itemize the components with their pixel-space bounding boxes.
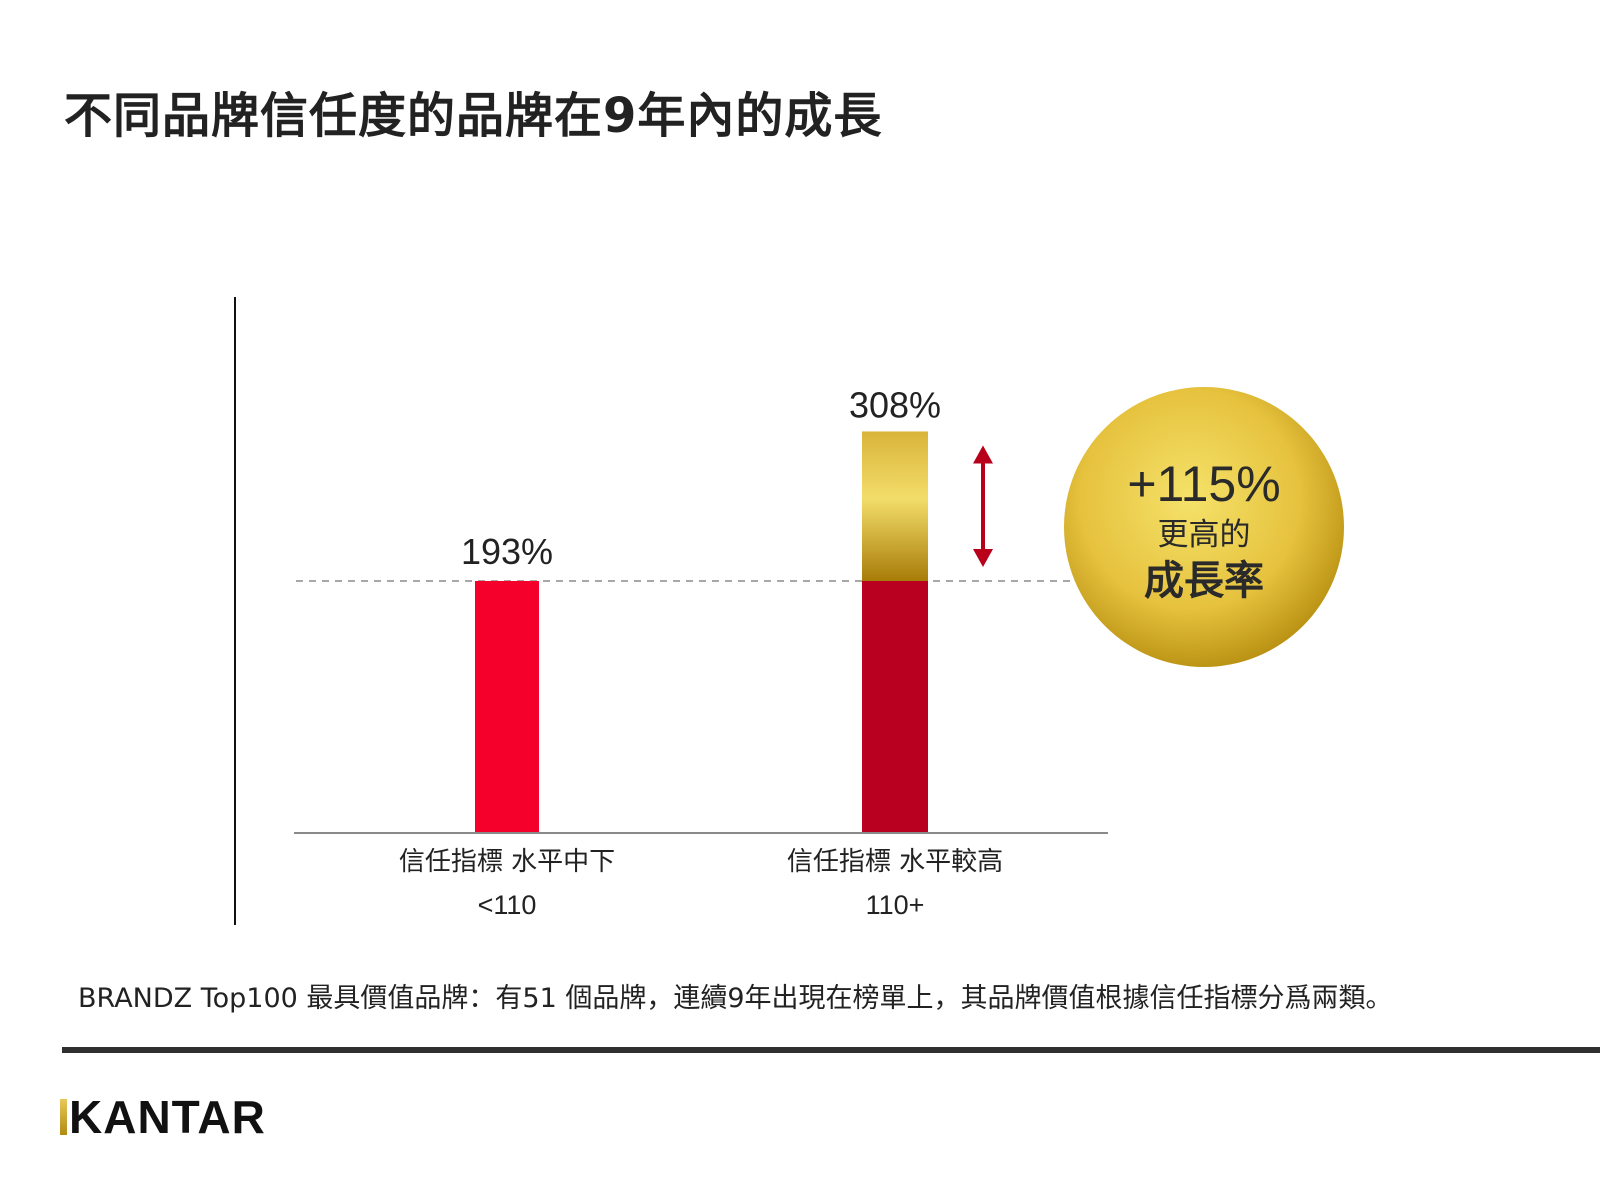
- bar-high-trust-increment: [862, 431, 928, 581]
- callout-value: +115%: [1127, 456, 1280, 512]
- category-sublabel-1: <110: [478, 890, 537, 920]
- logo-accent-bar: [60, 1099, 67, 1135]
- footer-rule: [62, 1047, 1600, 1053]
- bar-high-trust-base: [862, 581, 928, 832]
- category-label-2: 信任指標 水平較高: [787, 847, 1003, 877]
- callout-line2: 成長率: [1144, 558, 1264, 604]
- kantar-logo: KANTAR: [60, 1090, 266, 1144]
- footnote: BRANDZ Top100 最具價值品牌：有51 個品牌，連續9年出現在榜單上，…: [78, 983, 1393, 1014]
- category-sublabel-2: 110+: [866, 890, 925, 920]
- page-title: 不同品牌信任度的品牌在9年內的成長: [64, 88, 883, 144]
- logo-text: KANTAR: [69, 1091, 266, 1143]
- growth-callout-circle: [1064, 387, 1344, 667]
- value-label-high: 308%: [849, 384, 941, 425]
- callout-line1: 更高的: [1158, 517, 1251, 553]
- bar-low-trust: [475, 581, 539, 832]
- value-label-low: 193%: [461, 531, 553, 572]
- category-label-1: 信任指標 水平中下: [399, 847, 615, 877]
- difference-arrow-down-icon: [973, 549, 993, 567]
- difference-arrow-up-icon: [973, 445, 993, 464]
